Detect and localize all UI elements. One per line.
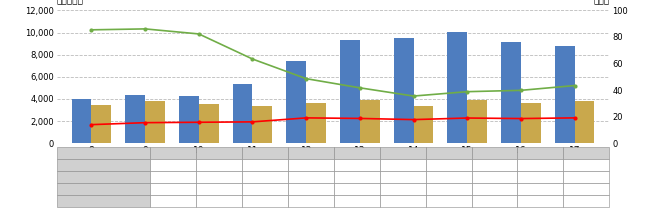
Text: 13: 13	[398, 149, 408, 158]
Text: 43.4: 43.4	[577, 196, 595, 205]
Text: （％）: （％）	[593, 0, 609, 5]
Text: 4,251: 4,251	[254, 161, 276, 170]
Text: 1,675: 1,675	[162, 185, 184, 194]
Bar	[125, 94, 145, 143]
Bar	[232, 84, 252, 143]
Text: 1,926: 1,926	[300, 185, 322, 194]
Text: 区分　年次: 区分 年次	[92, 149, 115, 158]
Bar	[199, 104, 218, 143]
Text: 63.4: 63.4	[302, 196, 320, 205]
Text: （件、人）: （件、人）	[57, 0, 83, 5]
Text: 4,025: 4,025	[162, 161, 184, 170]
Text: 2,236: 2,236	[392, 185, 414, 194]
Text: 2,273: 2,273	[483, 185, 506, 194]
Text: 2,130: 2,130	[438, 185, 460, 194]
Text: 35.5: 35.5	[440, 196, 458, 205]
Text: 15: 15	[490, 149, 500, 158]
Text: 11: 11	[306, 149, 316, 158]
Text: 14: 14	[444, 149, 454, 158]
Text: 3,602: 3,602	[346, 173, 368, 182]
Bar	[575, 101, 594, 143]
Bar	[340, 40, 360, 143]
Bar	[91, 105, 111, 143]
Text: 認知件数（件）: 認知件数（件）	[87, 161, 119, 170]
Bar	[501, 42, 521, 143]
Text: 3,656: 3,656	[529, 173, 551, 182]
Text: 3,498: 3,498	[254, 173, 276, 182]
Text: 3,887: 3,887	[392, 173, 414, 182]
Text: 3,797: 3,797	[575, 173, 598, 182]
Text: 検挙人員（人）: 検挙人員（人）	[87, 185, 119, 194]
Text: 17: 17	[581, 149, 591, 158]
Bar	[467, 100, 487, 143]
Text: 9,184: 9,184	[529, 161, 551, 170]
Text: 12: 12	[352, 149, 362, 158]
Bar	[521, 103, 541, 143]
Text: 8: 8	[170, 149, 175, 158]
Text: 2,286: 2,286	[575, 185, 597, 194]
Text: 9,476: 9,476	[438, 161, 460, 170]
Bar	[145, 101, 165, 143]
Bar	[72, 99, 91, 143]
Text: 38.8: 38.8	[486, 196, 503, 205]
Text: 85.4: 85.4	[164, 196, 182, 205]
Text: 10,029: 10,029	[481, 161, 508, 170]
Bar	[448, 32, 467, 143]
Text: 9,326: 9,326	[392, 161, 414, 170]
Text: 16: 16	[535, 149, 545, 158]
Text: 3,388: 3,388	[300, 173, 322, 182]
Text: 86.1: 86.1	[210, 196, 228, 205]
Text: 3,438: 3,438	[162, 173, 184, 182]
Text: 39.8: 39.8	[531, 196, 549, 205]
Bar	[286, 61, 306, 143]
Text: 7,412: 7,412	[346, 161, 368, 170]
Text: 41.7: 41.7	[394, 196, 412, 205]
Text: 検挙件数（件）: 検挙件数（件）	[87, 173, 119, 182]
Text: 5,346: 5,346	[300, 161, 322, 170]
Bar	[252, 106, 272, 143]
Bar	[414, 106, 434, 143]
Text: 48.6: 48.6	[348, 196, 366, 205]
Text: 3,786: 3,786	[208, 173, 230, 182]
Text: 9: 9	[216, 149, 221, 158]
Text: 10: 10	[260, 149, 270, 158]
Bar	[306, 103, 326, 143]
Bar	[394, 38, 414, 143]
Text: 検挙率（％）: 検挙率（％）	[89, 196, 117, 205]
Bar	[179, 96, 199, 143]
Text: 4,398: 4,398	[208, 161, 230, 170]
Text: 1,854: 1,854	[208, 185, 230, 194]
Text: 3,893: 3,893	[484, 173, 505, 182]
Bar	[360, 100, 380, 143]
Text: 1,890: 1,890	[254, 185, 276, 194]
Text: 3,367: 3,367	[438, 173, 460, 182]
Text: 2,286: 2,286	[346, 185, 368, 194]
Text: 2,225: 2,225	[529, 185, 552, 194]
Bar	[555, 46, 575, 143]
Text: 8,751: 8,751	[575, 161, 597, 170]
Text: 82.3: 82.3	[256, 196, 274, 205]
